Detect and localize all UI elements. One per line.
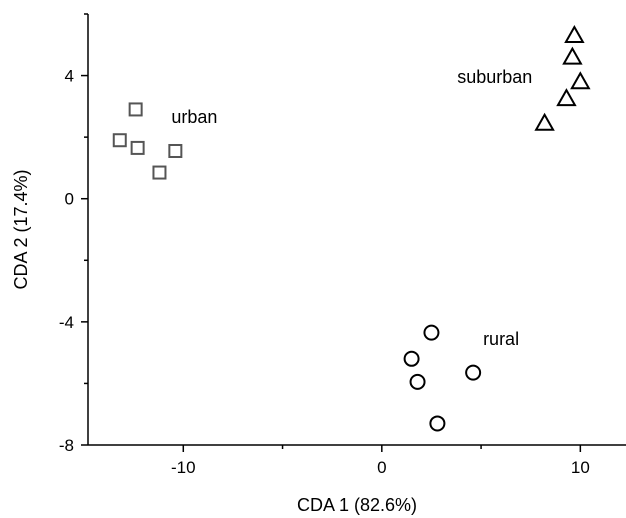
triangle-marker <box>534 112 555 131</box>
group-labels: urban suburban rural <box>171 67 532 349</box>
group-label-urban: urban <box>171 107 217 127</box>
triangle-marker <box>562 46 583 65</box>
series-suburban <box>534 25 591 131</box>
series-urban <box>112 102 183 180</box>
x-axis-label: CDA 1 (82.6%) <box>297 495 417 515</box>
triangle-marker <box>564 25 585 44</box>
group-label-suburban: suburban <box>457 67 532 87</box>
square-marker <box>112 133 127 148</box>
y-tick-label: -8 <box>59 436 74 455</box>
axes <box>87 14 626 446</box>
y-tick-label: 4 <box>65 67 74 86</box>
square-marker <box>128 102 143 117</box>
triangle-marker <box>556 88 577 107</box>
circle-marker <box>409 373 426 390</box>
square-marker <box>130 140 145 155</box>
x-tick-label: 0 <box>377 458 386 477</box>
circle-marker <box>429 415 446 432</box>
circle-marker <box>465 364 482 381</box>
triangle-marker <box>570 71 591 90</box>
group-label-rural: rural <box>483 329 519 349</box>
data-points <box>112 25 591 432</box>
series-rural <box>403 324 482 432</box>
square-marker <box>152 165 167 180</box>
circle-marker <box>423 324 440 341</box>
y-tick-label: 0 <box>65 190 74 209</box>
square-marker <box>168 143 183 158</box>
x-tick-label: -10 <box>171 458 196 477</box>
y-tick-label: -4 <box>59 313 74 332</box>
circle-marker <box>403 350 420 367</box>
ticks: -8 -4 0 4 -10 0 10 <box>59 13 590 477</box>
x-tick-label: 10 <box>571 458 590 477</box>
y-axis-label: CDA 2 (17.4%) <box>11 169 31 289</box>
